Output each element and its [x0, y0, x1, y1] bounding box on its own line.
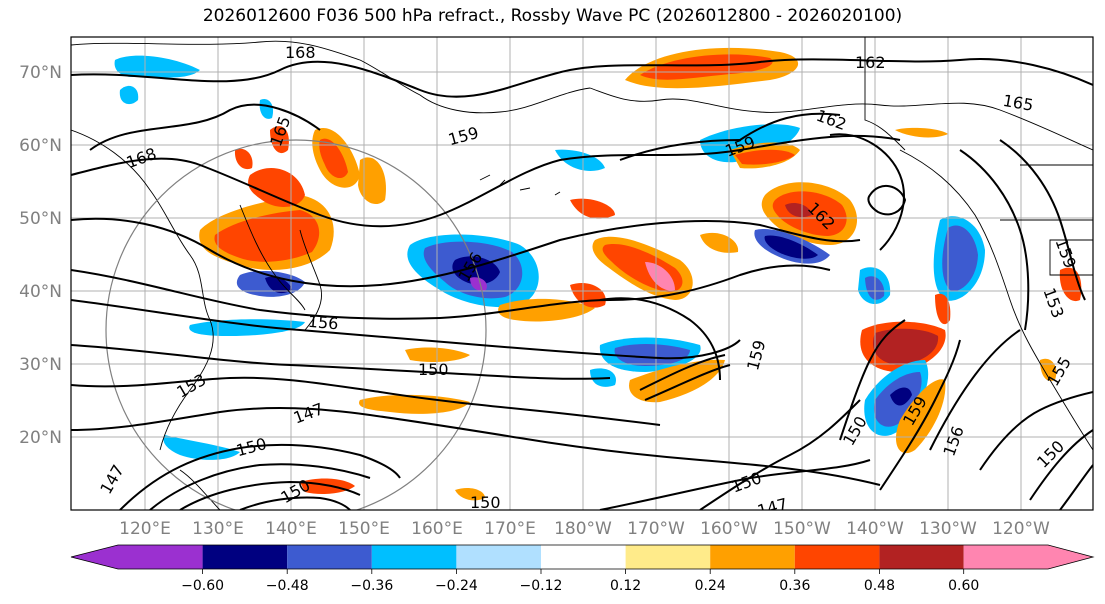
anomaly-blob: [319, 138, 348, 179]
colorbar-tick-label: 0.48: [864, 578, 895, 594]
reference-circle: [105, 139, 487, 510]
anomaly-blob: [270, 126, 289, 154]
colorbar-tick-label: −0.48: [266, 578, 309, 594]
height-contours: [71, 58, 1093, 510]
colorbar-segment: [371, 545, 457, 569]
anomaly-blob: [119, 85, 139, 105]
anomaly-blob: [498, 298, 595, 322]
colorbar-tick-label: −0.12: [520, 578, 563, 594]
colorbar-tick-label: 0.36: [779, 578, 810, 594]
anomaly-blob: [735, 149, 795, 165]
colorbar-segment: [202, 545, 288, 569]
anomaly-blob: [358, 157, 386, 205]
lat-tick-label: 30°N: [19, 355, 62, 375]
anomaly-blob: [570, 198, 615, 219]
colorbar-tick-label: 0.24: [695, 578, 726, 594]
lon-tick-label: 150°W: [773, 519, 831, 539]
lon-tick-label: 140°E: [265, 519, 317, 539]
anomaly-blob: [265, 276, 292, 294]
anomaly-blob: [163, 435, 240, 460]
chart-title: 2026012600 F036 500 hPa refract., Rossby…: [202, 6, 903, 26]
coastlines: [71, 37, 1093, 510]
anomaly-blob: [935, 293, 951, 325]
map-layers: 168 165 168 159 165 162 159 162 159 153 …: [71, 37, 1093, 512]
anomaly-blob: [470, 277, 487, 291]
anomaly-blob: [570, 282, 606, 308]
anomaly-blob: [942, 225, 978, 292]
colorbar-tick-label: −0.36: [350, 578, 393, 594]
colorbar-tick-label: 0.12: [610, 578, 641, 594]
anomaly-blob: [895, 379, 946, 454]
anomaly-blob: [645, 262, 675, 291]
lon-tick-label: 140°W: [846, 519, 904, 539]
contour-label: 150: [470, 493, 501, 512]
colorbar-segment: [456, 545, 541, 569]
contour-label: 150: [418, 360, 449, 379]
contour-label: 168: [285, 43, 316, 62]
lat-tick-label: 20°N: [19, 428, 62, 448]
anomaly-blob: [872, 328, 939, 365]
lon-tick-label: 170°W: [627, 519, 685, 539]
anomaly-blob: [214, 210, 320, 262]
latitude-axis: 70°N 60°N 50°N 40°N 30°N 20°N: [19, 63, 62, 448]
lat-tick-label: 40°N: [19, 282, 62, 302]
gridlines: [71, 37, 1093, 510]
anomaly-blob: [895, 127, 948, 138]
filled-anomaly-fields: [114, 47, 1082, 501]
lat-tick-label: 50°N: [19, 209, 62, 229]
plot-border: [70, 36, 1094, 511]
lon-tick-label: 160°W: [700, 519, 758, 539]
lon-tick-label: 120°W: [992, 519, 1050, 539]
anomaly-blob: [785, 203, 812, 218]
colorbar-segment: [879, 545, 964, 569]
anomaly-blob: [614, 344, 690, 366]
lon-tick-label: 150°E: [338, 519, 390, 539]
colorbar-segment: [625, 545, 711, 569]
colorbar-extend-min: [71, 545, 118, 569]
lat-tick-label: 60°N: [19, 136, 62, 156]
colorbar-segment: [963, 545, 1048, 569]
lon-tick-label: 180°W: [554, 519, 612, 539]
colorbar-tick-label: 0.60: [948, 578, 979, 594]
longitude-axis: 120°E 130°E 140°E 150°E 160°E 170°E 180°…: [119, 519, 1050, 539]
anomaly-blob: [890, 387, 912, 406]
anomaly-blob: [629, 359, 725, 403]
colorbar-segment: [710, 545, 795, 569]
contour-label: 156: [307, 312, 339, 334]
lon-tick-label: 130°E: [192, 519, 244, 539]
colorbar-segment: [287, 545, 372, 569]
colorbar-extend-max: [1048, 545, 1093, 569]
anomaly-blob: [764, 235, 818, 259]
anomaly-blob: [234, 148, 253, 170]
colorbar-ticks: [202, 569, 965, 574]
colorbar-segment: [794, 545, 880, 569]
colorbar-segment: [118, 545, 203, 569]
anomaly-blob: [640, 54, 773, 80]
lat-tick-label: 70°N: [19, 63, 62, 83]
contour-label: 162: [855, 53, 886, 72]
colorbar-segment: [541, 545, 626, 569]
colorbar-tick-label: −0.60: [181, 578, 224, 594]
lon-tick-label: 160°E: [411, 519, 463, 539]
colorbar: −0.60 −0.48 −0.36 −0.24 −0.12 0.12 0.24 …: [70, 544, 1095, 594]
lon-tick-label: 130°W: [919, 519, 977, 539]
anomaly-blob: [555, 149, 605, 171]
anomaly-blob: [259, 98, 274, 119]
anomaly-blob: [455, 487, 485, 501]
colorbar-outline: [70, 544, 1095, 570]
lon-tick-label: 170°E: [484, 519, 536, 539]
contour-label-group: 168 165 168 159 165 162 159 162 159 153 …: [96, 43, 1080, 512]
colorbar-tick-label: −0.24: [435, 578, 478, 594]
lon-tick-label: 120°E: [119, 519, 171, 539]
